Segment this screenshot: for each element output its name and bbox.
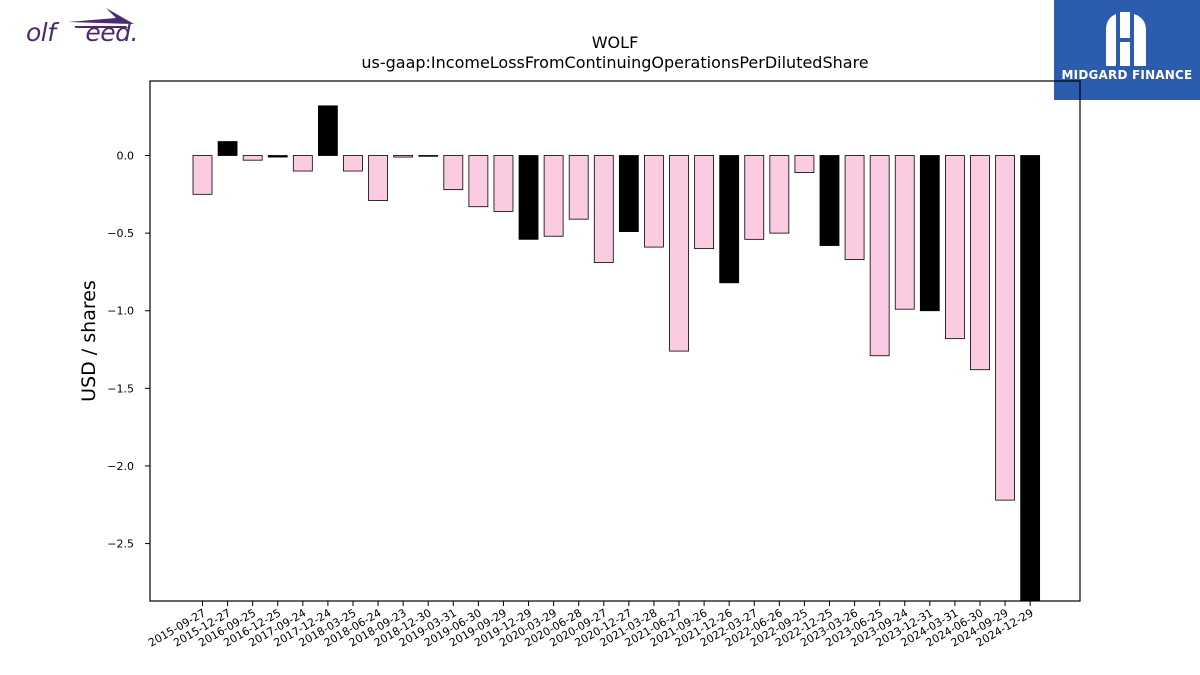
x-axis: 2015-09-272015-12-272016-09-252016-12-25… xyxy=(146,601,1036,650)
bar-2024-09-29 xyxy=(995,155,1015,501)
bar-2015-12-27 xyxy=(217,141,238,156)
bar-2018-03-25 xyxy=(343,155,363,172)
bar-2024-06-30 xyxy=(970,155,990,371)
bar-2022-09-25 xyxy=(794,155,815,173)
bar-2019-03-31 xyxy=(443,155,464,191)
bar-2019-06-30 xyxy=(468,155,489,208)
bar-2023-03-26 xyxy=(844,155,865,260)
bar-2016-12-25 xyxy=(267,155,288,158)
bar-2020-06-28 xyxy=(568,155,589,220)
chart-subtitle: us-gaap:IncomeLossFromContinuingOperatio… xyxy=(361,53,868,72)
bar-2016-09-25 xyxy=(242,155,263,161)
wordmark: olf eed. xyxy=(26,18,138,47)
bar-2021-12-26 xyxy=(719,155,740,284)
midgard-emblem-icon xyxy=(1106,12,1146,66)
bar-2024-12-29 xyxy=(1020,155,1041,602)
bar-2020-12-27 xyxy=(618,155,639,232)
bar-2018-12-30 xyxy=(418,155,439,157)
bar-2017-12-24 xyxy=(317,105,338,156)
bar-2018-06-24 xyxy=(368,155,388,201)
bar-2023-06-25 xyxy=(869,155,890,357)
y-tick-label: −1.5 xyxy=(107,382,134,395)
y-axis: 0.0 −0.5 −1.0 −1.5 −2.0 −2.5 xyxy=(107,150,150,551)
y-tick-label: −0.5 xyxy=(107,227,134,240)
wolfspeed-logo: olf eed. xyxy=(26,6,156,50)
bar-2022-12-25 xyxy=(819,155,840,246)
plot-frame xyxy=(149,80,1081,602)
chart-title: WOLF xyxy=(592,33,639,52)
bars-group xyxy=(192,105,1041,602)
y-axis-label: USD / shares xyxy=(78,280,100,402)
y-tick-label: −1.0 xyxy=(107,305,134,318)
bar-2021-09-26 xyxy=(694,155,714,250)
bar-2022-03-27 xyxy=(744,155,765,240)
midgard-finance-logo: MIDGARD FINANCE xyxy=(1054,0,1200,100)
bar-2017-09-24 xyxy=(292,155,313,172)
bar-2023-09-24 xyxy=(894,155,915,310)
swoosh-icon xyxy=(68,8,134,28)
y-tick-label: −2.0 xyxy=(107,460,134,473)
bar-2021-06-27 xyxy=(669,155,689,352)
bar-2023-12-31 xyxy=(919,155,940,312)
bar-2019-09-29 xyxy=(493,155,514,212)
bar-2015-09-27 xyxy=(192,155,213,195)
bar-2018-09-23 xyxy=(393,155,414,158)
bar-2022-06-26 xyxy=(769,155,790,234)
y-tick-label: −2.5 xyxy=(107,538,134,551)
y-tick-label: 0.0 xyxy=(117,150,135,163)
brand-name: MIDGARD FINANCE xyxy=(1061,68,1193,82)
bar-2019-12-29 xyxy=(518,155,539,240)
bar-2020-03-29 xyxy=(543,155,564,237)
bar-2021-03-28 xyxy=(644,155,664,248)
bar-2020-09-27 xyxy=(593,155,614,264)
bar-2024-03-31 xyxy=(945,155,965,340)
